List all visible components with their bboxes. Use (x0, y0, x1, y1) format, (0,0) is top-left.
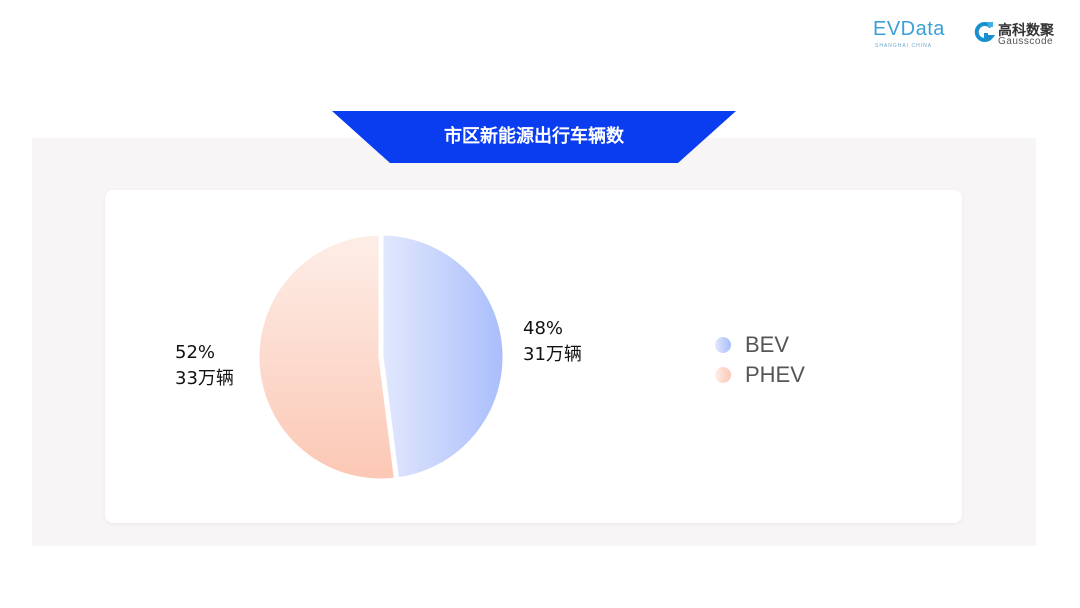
chart-title: 市区新能源出行车辆数 (444, 126, 624, 147)
evdata-logo: EVData (873, 18, 945, 40)
bev-percent-label: 48% (523, 318, 564, 339)
legend: BEV PHEV (715, 330, 805, 390)
phev-percent-label: 52% (175, 342, 216, 363)
gausscode-logo-en: Gausscode (998, 36, 1054, 47)
pie-chart (254, 230, 508, 484)
bev-value-label: 31万辆 (523, 344, 582, 365)
gausscode-logo-icon (974, 22, 995, 42)
legend-marker-phev (715, 367, 731, 383)
legend-label-bev: BEV (745, 332, 790, 357)
chart-card: 48% 31万辆 52% 33万辆 BEV PHEV (105, 190, 962, 523)
pie-slice-bev[interactable] (378, 230, 508, 483)
phev-value-label: 33万辆 (175, 368, 234, 389)
pie-slice-phev[interactable] (254, 230, 400, 484)
legend-label-phev: PHEV (745, 362, 805, 387)
legend-marker-bev (715, 337, 731, 353)
phev-data-label: 52% 33万辆 (175, 340, 234, 392)
bev-data-label: 48% 31万辆 (523, 316, 582, 368)
legend-item-phev[interactable]: PHEV (715, 360, 805, 390)
title-banner: 市区新能源出行车辆数 (332, 111, 736, 163)
evdata-logo-subtitle: SHANGHAI CHINA (875, 43, 933, 49)
banner-shape (332, 111, 736, 163)
legend-item-bev[interactable]: BEV (715, 330, 805, 360)
gausscode-logo-cn: 高科数聚 (998, 23, 1054, 39)
